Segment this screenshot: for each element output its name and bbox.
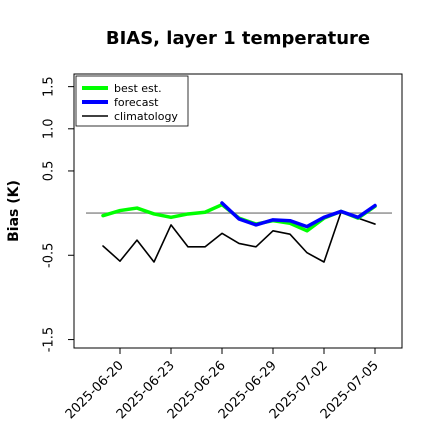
legend-label: climatology	[114, 110, 178, 123]
chart-title: BIAS, layer 1 temperature	[106, 28, 370, 49]
y-tick-label: 1.5	[42, 76, 57, 97]
legend-label: best est.	[114, 82, 162, 95]
y-tick-label: 0.5	[42, 161, 57, 182]
legend-label: forecast	[114, 96, 159, 109]
y-tick-label: 1.0	[42, 118, 57, 139]
series-line-climatology	[102, 211, 376, 263]
series-line-forecast	[220, 201, 377, 229]
plot-frame	[73, 73, 403, 349]
y-tick-label: -0.5	[42, 243, 57, 268]
y-axis-label: Bias (K)	[6, 180, 22, 242]
y-tick-label: -1.5	[42, 327, 57, 352]
